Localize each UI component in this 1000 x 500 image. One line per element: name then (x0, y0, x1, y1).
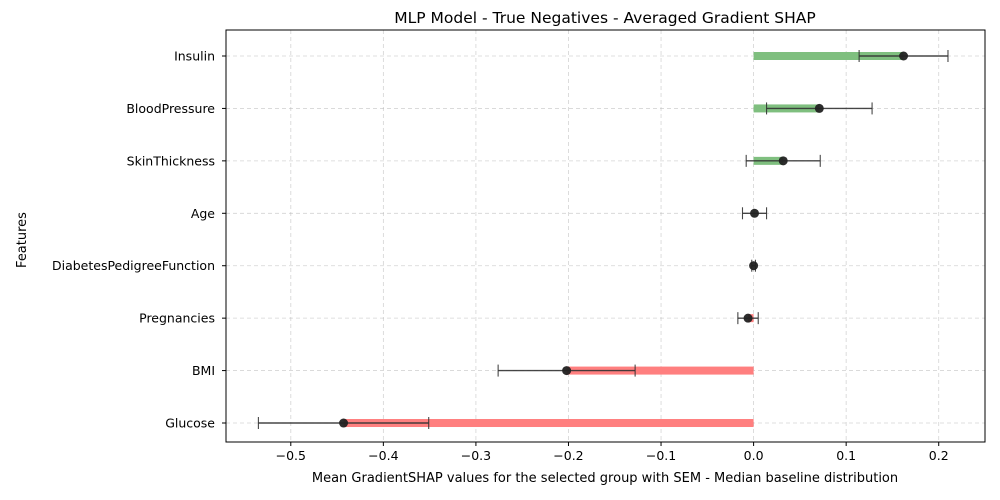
x-tick-label: −0.2 (553, 448, 583, 463)
bar-glucose (343, 419, 754, 428)
marker-glucose (339, 418, 349, 428)
y-tick-label: SkinThickness (127, 153, 215, 168)
y-axis-label: Features (15, 212, 30, 268)
x-tick-label: −0.4 (368, 448, 398, 463)
x-tick-label: −0.1 (646, 448, 676, 463)
y-tick-label: BloodPressure (126, 101, 215, 116)
plot-frame (225, 29, 986, 443)
y-axis-ticks: Insulin BloodPressure SkinThickness Age Diab… (52, 49, 226, 431)
marker-age (750, 208, 760, 218)
marker-diabetespedigreefunction (749, 261, 759, 271)
chart-title: MLP Model - True Negatives - Averaged Gr… (394, 9, 815, 27)
y-tick-label: Glucose (165, 416, 215, 431)
x-tick-label: −0.5 (276, 448, 306, 463)
y-tick-label: Age (191, 206, 215, 221)
y-tick-label: Insulin (174, 49, 215, 64)
x-tick-label: 0.1 (836, 448, 856, 463)
bar-insulin (753, 52, 904, 60)
x-tick-label: −0.3 (461, 448, 491, 463)
mean-markers (339, 51, 909, 428)
marker-insulin (899, 51, 909, 61)
x-tick-label: 0.0 (744, 448, 764, 463)
marker-bloodpressure (814, 103, 824, 113)
bar-bmi (566, 366, 754, 375)
x-tick-label: 0.2 (929, 448, 949, 463)
marker-skinthickness (778, 156, 788, 166)
y-tick-label: BMI (192, 363, 215, 378)
marker-pregnancies (743, 313, 753, 323)
y-tick-label: DiabetesPedigreeFunction (52, 258, 215, 273)
y-tick-label: Pregnancies (139, 311, 215, 326)
marker-bmi (562, 366, 572, 376)
x-axis-ticks: −0.5 −0.4 −0.3 −0.2 −0.1 0.0 0.1 0.2 (276, 442, 949, 463)
x-axis-label: Mean GradientSHAP values for the selecte… (312, 471, 898, 486)
